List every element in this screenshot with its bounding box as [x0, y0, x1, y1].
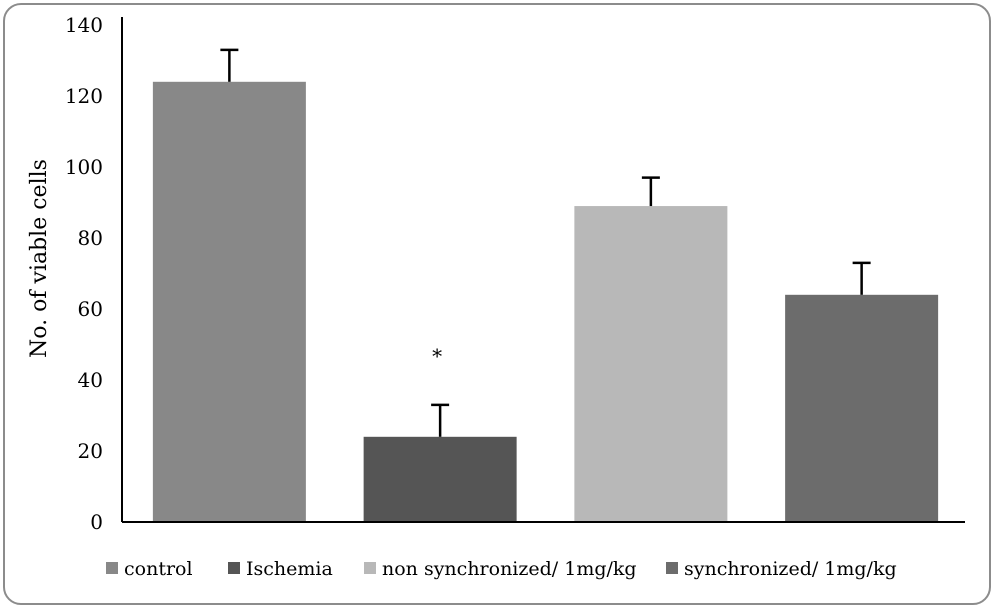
legend-swatch [106, 562, 118, 574]
y-tick-label: 20 [78, 439, 103, 463]
bars [152, 81, 939, 523]
legend-label: synchronized/ 1mg/kg [684, 558, 897, 580]
y-axis-ticks: 0 20 40 60 80 100 120 140 [65, 13, 103, 534]
bar-2 [574, 206, 728, 523]
error-bar-1 [431, 403, 450, 437]
y-tick-label: 0 [90, 510, 103, 534]
y-tick-label: 40 [78, 368, 103, 392]
significance-marker: * [432, 344, 442, 368]
bar-3 [785, 294, 939, 522]
legend-item: synchronized/ 1mg/kg [666, 558, 897, 580]
legend-swatch [228, 562, 240, 574]
annotations: * [432, 344, 442, 368]
legend-item: control [106, 558, 193, 580]
legend-label: Ischemia [246, 558, 333, 580]
legend-swatch [364, 562, 376, 574]
legend: control Ischemia non synchronized/ 1mg/kg s… [106, 558, 897, 580]
error-bars [220, 48, 871, 437]
error-bar-3 [852, 261, 871, 295]
legend-item: Ischemia [228, 558, 333, 580]
error-bar-2 [641, 176, 660, 207]
y-tick-label: 140 [65, 13, 103, 37]
y-tick-label: 60 [78, 297, 103, 321]
y-tick-label: 80 [78, 226, 103, 250]
legend-label: non synchronized/ 1mg/kg [382, 558, 637, 580]
bar-1 [363, 436, 517, 522]
y-axis-label: No. of viable cells [27, 159, 52, 358]
legend-label: control [124, 558, 193, 580]
y-tick-label: 100 [65, 155, 103, 179]
legend-swatch [666, 562, 678, 574]
bar-0 [152, 81, 306, 523]
error-bar-0 [220, 48, 239, 82]
legend-item: non synchronized/ 1mg/kg [364, 558, 637, 580]
y-tick-label: 120 [65, 84, 103, 108]
